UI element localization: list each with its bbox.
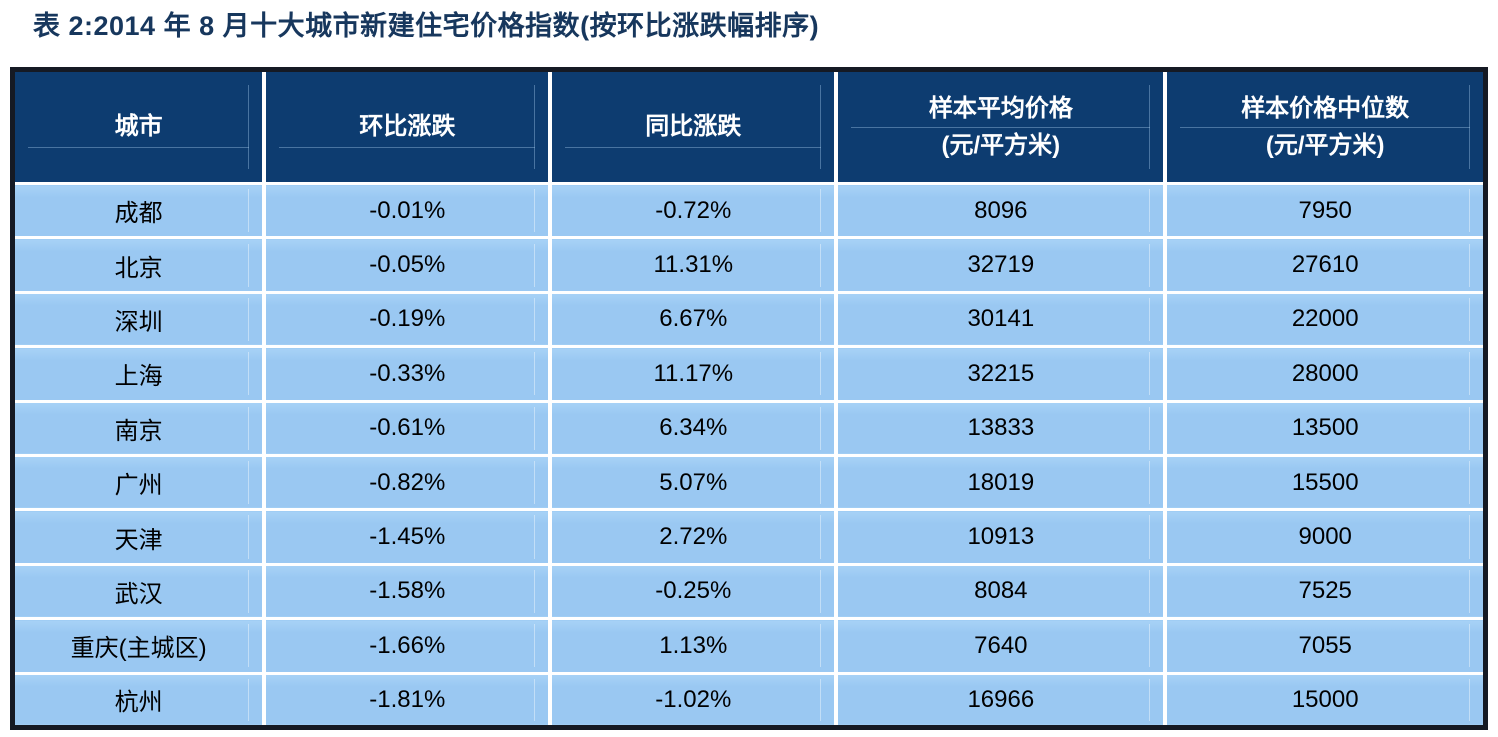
- col-header-mom-change: 环比涨跌: [264, 69, 553, 185]
- cell-city: 南京: [12, 401, 267, 457]
- col-header-mom-change-label: 环比涨跌: [359, 113, 456, 141]
- cell-yoy-change: 2.72%: [550, 509, 839, 566]
- cell-sample-avg-price: 30141: [836, 292, 1168, 349]
- cell-sample-median-price: 9000: [1165, 509, 1486, 566]
- cell-sample-avg-price: 18019: [836, 455, 1168, 512]
- cell-mom-change: -0.19%: [264, 292, 553, 349]
- cell-city: 天津: [12, 509, 267, 566]
- table-header: 城市 环比涨跌 同比涨跌 样本平均价格 (元/平方米) 样本价格中位数 (元/平: [12, 69, 1486, 185]
- table-body: 成都 -0.01% -0.72% 8096 7950 北京 -0.05% 11.31% 3271…: [12, 183, 1486, 728]
- col-header-sample-median-price-unit: (元/平方米): [1265, 132, 1385, 159]
- table-title: 表 2:2014 年 8 月十大城市新建住宅价格指数(按环比涨跌幅排序): [33, 11, 820, 41]
- cell-sample-avg-price: 7640: [836, 618, 1168, 675]
- table-row: 重庆(主城区) -1.66% 1.13% 7640 7055: [12, 618, 1486, 675]
- cell-mom-change: -1.45%: [264, 509, 553, 566]
- col-header-city: 城市: [12, 69, 267, 185]
- cell-city: 成都: [12, 183, 267, 240]
- cell-yoy-change: -0.72%: [550, 183, 839, 240]
- cell-sample-median-price: 7525: [1165, 564, 1486, 621]
- table-row: 深圳 -0.19% 6.67% 30141 22000: [12, 292, 1486, 349]
- cell-city: 广州: [12, 455, 267, 512]
- table-row: 天津 -1.45% 2.72% 10913 9000: [12, 509, 1486, 566]
- cell-mom-change: -1.58%: [264, 564, 553, 621]
- table-row: 成都 -0.01% -0.72% 8096 7950: [12, 183, 1486, 240]
- cell-sample-median-price: 7055: [1165, 618, 1486, 675]
- cell-sample-avg-price: 13833: [836, 401, 1168, 457]
- col-header-sample-median-price: 样本价格中位数 (元/平方米): [1165, 69, 1486, 185]
- price-index-table-frame: 城市 环比涨跌 同比涨跌 样本平均价格 (元/平方米) 样本价格中位数 (元/平: [10, 67, 1488, 730]
- col-header-sample-avg-price-unit: (元/平方米): [941, 132, 1061, 159]
- col-header-sample-avg-price: 样本平均价格 (元/平方米): [836, 69, 1168, 185]
- cell-mom-change: -0.33%: [264, 346, 553, 403]
- cell-sample-median-price: 27610: [1165, 237, 1486, 294]
- cell-sample-median-price: 15500: [1165, 455, 1486, 512]
- cell-yoy-change: 11.17%: [550, 346, 839, 403]
- cell-sample-avg-price: 10913: [836, 509, 1168, 566]
- cell-city: 北京: [12, 237, 267, 294]
- cell-mom-change: -0.01%: [264, 183, 553, 240]
- cell-sample-median-price: 7950: [1165, 183, 1486, 240]
- cell-yoy-change: 11.31%: [550, 237, 839, 294]
- cell-city: 武汉: [12, 564, 267, 621]
- cell-sample-median-price: 22000: [1165, 292, 1486, 349]
- col-header-city-label: 城市: [114, 113, 163, 141]
- cell-city: 深圳: [12, 292, 267, 349]
- table-row: 上海 -0.33% 11.17% 32215 28000: [12, 346, 1486, 403]
- cell-yoy-change: -1.02%: [550, 673, 839, 728]
- cell-mom-change: -1.66%: [264, 618, 553, 675]
- cell-yoy-change: -0.25%: [550, 564, 839, 621]
- cell-yoy-change: 1.13%: [550, 618, 839, 675]
- col-header-sample-median-price-label: 样本价格中位数: [1241, 94, 1410, 122]
- cell-yoy-change: 6.67%: [550, 292, 839, 349]
- cell-sample-avg-price: 32215: [836, 346, 1168, 403]
- cell-city: 上海: [12, 346, 267, 403]
- col-header-yoy-change-label: 同比涨跌: [645, 113, 742, 141]
- table-row: 杭州 -1.81% -1.02% 16966 15000: [12, 673, 1486, 728]
- cell-yoy-change: 6.34%: [550, 401, 839, 457]
- table-row: 南京 -0.61% 6.34% 13833 13500: [12, 401, 1486, 457]
- cell-sample-median-price: 28000: [1165, 346, 1486, 403]
- table-row: 北京 -0.05% 11.31% 32719 27610: [12, 237, 1486, 294]
- cell-mom-change: -0.82%: [264, 455, 553, 512]
- cell-mom-change: -1.81%: [264, 673, 553, 728]
- cell-sample-avg-price: 16966: [836, 673, 1168, 728]
- cell-sample-avg-price: 8084: [836, 564, 1168, 621]
- cell-sample-avg-price: 8096: [836, 183, 1168, 240]
- table-row: 武汉 -1.58% -0.25% 8084 7525: [12, 564, 1486, 621]
- cell-sample-median-price: 13500: [1165, 401, 1486, 457]
- cell-mom-change: -0.61%: [264, 401, 553, 457]
- cell-sample-avg-price: 32719: [836, 237, 1168, 294]
- cell-city: 杭州: [12, 673, 267, 728]
- cell-sample-median-price: 15000: [1165, 673, 1486, 728]
- col-header-sample-avg-price-label: 样本平均价格: [928, 94, 1073, 122]
- cell-mom-change: -0.05%: [264, 237, 553, 294]
- col-header-yoy-change: 同比涨跌: [550, 69, 839, 185]
- table-row: 广州 -0.82% 5.07% 18019 15500: [12, 455, 1486, 512]
- cell-yoy-change: 5.07%: [550, 455, 839, 512]
- cell-city: 重庆(主城区): [12, 618, 267, 675]
- header-row: 城市 环比涨跌 同比涨跌 样本平均价格 (元/平方米) 样本价格中位数 (元/平: [12, 69, 1486, 185]
- price-index-table: 城市 环比涨跌 同比涨跌 样本平均价格 (元/平方米) 样本价格中位数 (元/平: [10, 67, 1488, 730]
